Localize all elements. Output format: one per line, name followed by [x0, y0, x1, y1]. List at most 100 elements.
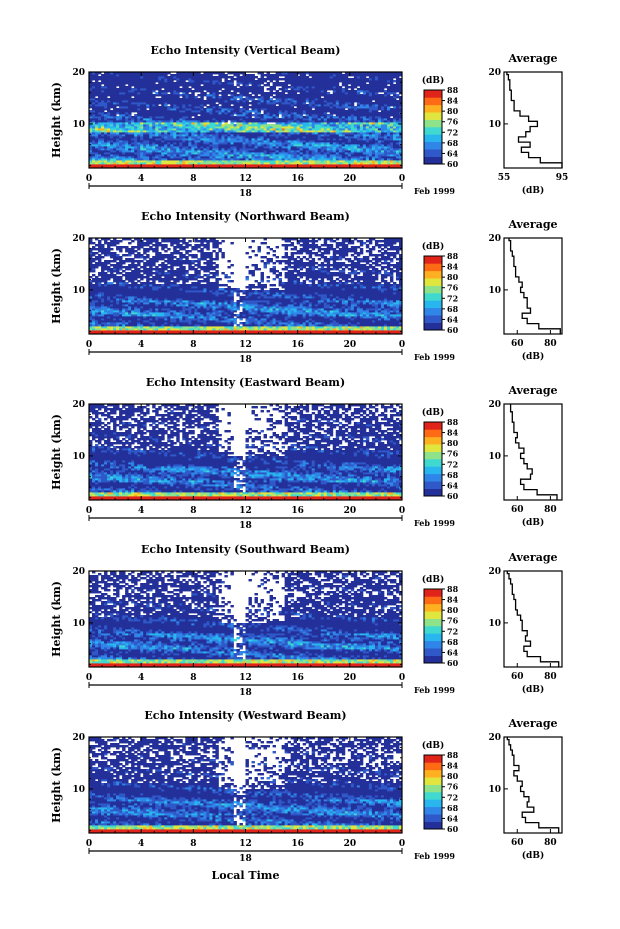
heatmap-cell	[332, 152, 337, 155]
heatmap-cell	[188, 156, 192, 159]
heatmap-cell	[89, 158, 93, 161]
heatmap-cell	[170, 138, 174, 141]
heatmap-cell	[215, 148, 219, 151]
panel-title: Echo Intensity (Vertical Beam)	[150, 44, 340, 57]
heatmap-cell	[164, 152, 168, 155]
heatmap-cell	[362, 154, 367, 157]
heatmap-cell	[92, 164, 96, 167]
heatmap-cell	[98, 156, 102, 159]
heatmap-cell	[152, 148, 156, 151]
heatmap-cell	[191, 152, 195, 155]
heatmap-cell	[161, 140, 165, 143]
heatmap-cell	[113, 144, 117, 147]
heatmap-cell	[344, 164, 349, 167]
heatmap-cell	[380, 156, 385, 159]
heatmap-cell	[374, 150, 379, 153]
heatmap-cell	[284, 154, 289, 157]
heatmap-cell	[221, 144, 225, 147]
heatmap-cell	[185, 140, 189, 143]
heatmap-cell	[287, 156, 292, 159]
heatmap-cell	[113, 148, 117, 151]
heatmap-cell	[287, 158, 292, 161]
heatmap-cell	[233, 148, 237, 151]
heatmap-cell	[98, 144, 102, 147]
heatmap-cell	[269, 74, 273, 77]
colorbar-tick-label: 64	[447, 148, 459, 158]
heatmap-cell	[272, 144, 276, 147]
heatmap-cell	[383, 90, 388, 93]
heatmap-cell	[395, 156, 400, 159]
heatmap-cell	[329, 160, 334, 163]
heatmap-cell	[257, 166, 261, 169]
heatmap-cell	[263, 148, 267, 151]
heatmap-cell	[332, 164, 337, 167]
heatmap-cell	[242, 162, 246, 165]
heatmap-cell	[248, 144, 252, 147]
heatmap-cell	[392, 146, 397, 149]
heatmap-cell	[395, 158, 400, 161]
heatmap-cell	[239, 140, 243, 143]
heatmap-cell	[215, 154, 219, 157]
heatmap-cell	[275, 148, 280, 151]
heatmap-cell	[179, 166, 183, 169]
heatmap-cell	[161, 158, 165, 161]
heatmap-cell	[290, 146, 295, 149]
heatmap-cell	[227, 140, 231, 143]
heatmap-cell	[335, 142, 340, 145]
heatmap-cell	[344, 158, 349, 161]
heatmap-cell	[266, 164, 270, 167]
heatmap-cell	[116, 140, 120, 143]
heatmap-cell	[218, 158, 222, 161]
heatmap-cell	[392, 150, 397, 153]
heatmap-cell	[170, 164, 174, 167]
heatmap-cell	[299, 146, 304, 149]
heatmap-cell	[203, 142, 207, 145]
heatmap-cell	[311, 158, 316, 161]
heatmap-cell	[293, 144, 298, 147]
heatmap-cell	[248, 106, 252, 109]
heatmap-cell	[359, 146, 364, 149]
heatmap-cell	[365, 156, 370, 159]
heatmap-cell	[167, 158, 171, 161]
heatmap-cell	[395, 144, 400, 147]
heatmap-cell	[302, 154, 307, 157]
heatmap-cell	[278, 142, 283, 145]
heatmap-cell	[362, 148, 367, 151]
heatmap-cell	[92, 156, 96, 159]
heatmap-cell	[389, 152, 394, 155]
heatmap-cell	[266, 156, 270, 159]
heatmap-cell	[281, 160, 286, 163]
heatmap-cell	[131, 146, 135, 149]
heatmap-cell	[158, 98, 162, 101]
heatmap-cell	[101, 158, 105, 161]
heatmap-cell	[383, 142, 388, 145]
heatmap-cell	[137, 162, 141, 165]
heatmap-cell	[332, 154, 337, 157]
heatmap-cell	[203, 144, 207, 147]
heatmap-cell	[104, 112, 108, 115]
heatmap-cell	[365, 162, 370, 165]
heatmap-cell	[206, 148, 210, 151]
heatmap-cell	[143, 148, 147, 151]
heatmap-cell	[101, 146, 105, 149]
heatmap-cell	[392, 140, 397, 143]
heatmap-cell	[272, 162, 276, 165]
heatmap-cell	[311, 146, 316, 149]
heatmap-cell	[221, 164, 225, 167]
heatmap-cell	[197, 146, 201, 149]
heatmap-cell	[185, 154, 189, 157]
heatmap-cell	[170, 146, 174, 149]
heatmap-cell	[236, 164, 240, 167]
heatmap-cell	[314, 158, 319, 161]
heatmap-cell	[314, 152, 319, 155]
heatmap-cell	[197, 150, 201, 153]
heatmap-cell	[179, 158, 183, 161]
heatmap-cell	[272, 166, 276, 169]
colorbar-tick-label: 68	[447, 138, 459, 148]
heatmap-cell	[251, 160, 255, 163]
heatmap-cell	[110, 162, 114, 165]
heatmap-cell	[128, 166, 132, 169]
heatmap-cell	[281, 156, 286, 159]
heatmap-cell	[104, 152, 108, 155]
heatmap-cell	[269, 164, 273, 167]
